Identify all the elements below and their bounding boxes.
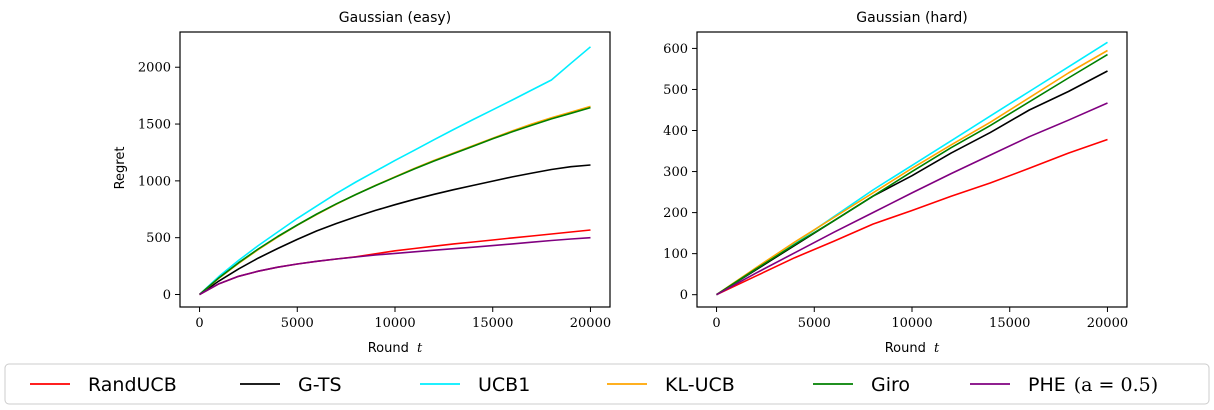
x-tick-label: 15000 (989, 316, 1030, 331)
legend-label-text: RandUCB (88, 374, 177, 396)
y-tick-label: 600 (663, 42, 688, 57)
series-line-g-ts (716, 70, 1108, 296)
y-axis-label: Regret (113, 147, 128, 190)
series-group (716, 41, 1108, 296)
y-tick-label: 2000 (138, 61, 171, 76)
series-line-kl-ucb (198, 105, 591, 296)
series-line-giro (716, 53, 1108, 296)
x-tick-label: 10000 (891, 316, 932, 331)
x-axis-label: Round t (368, 341, 423, 356)
series-line-phe-a-0-5 (199, 236, 591, 296)
y-tick-label: 500 (663, 83, 688, 98)
x-tick-label: 10000 (374, 316, 415, 331)
x-tick-label: 0 (195, 316, 203, 331)
series-line-kl-ucb (716, 49, 1108, 296)
chart-gaussian-easy: Gaussian (easy) Regret Round t 0 5000 1000… (113, 10, 611, 356)
legend-label: RandUCB (88, 374, 177, 396)
legend-label: Giro (871, 374, 910, 396)
legend: RandUCB G-TS UCB1 KL-UCB Giro PHE (a = 0.5) (4, 363, 1210, 405)
legend-label-math: (a = 0.5) (1074, 374, 1158, 396)
x-tick-label: 15000 (472, 316, 513, 331)
series-line-phe-a-0-5 (716, 102, 1108, 296)
series-line-g-ts (199, 164, 591, 296)
y-tick-label: 400 (663, 124, 688, 139)
y-tick-label: 0 (680, 288, 688, 303)
y-tick-label: 300 (663, 165, 688, 180)
series-group (198, 46, 592, 296)
series-line-ucb1 (198, 46, 592, 296)
x-tick-label: 5000 (281, 316, 314, 331)
legend-label: PHE (a = 0.5) (1028, 374, 1158, 396)
x-axis-label-var: t (417, 341, 423, 356)
legend-label-text: PHE (1028, 374, 1066, 396)
legend-label-text: KL-UCB (665, 374, 735, 396)
x-axis-label-text: Round (885, 341, 926, 356)
legend-label-text: UCB1 (478, 374, 530, 396)
x-axis-label-var: t (934, 341, 940, 356)
legend-label: KL-UCB (665, 374, 735, 396)
legend-label-text: Giro (871, 374, 910, 396)
legend-label: G-TS (298, 374, 342, 396)
y-tick-label: 500 (146, 231, 171, 246)
plot-frame (179, 31, 611, 308)
legend-label-text: G-TS (298, 374, 342, 396)
x-axis-label: Round t (885, 341, 940, 356)
x-tick-label: 5000 (798, 316, 831, 331)
y-tick-label: 200 (663, 206, 688, 221)
x-tick-label: 20000 (1087, 316, 1128, 331)
series-line-randucb (199, 229, 591, 296)
series-line-randucb (716, 138, 1108, 296)
y-tick-label: 100 (663, 247, 688, 262)
x-axis-label-text: Round (368, 341, 409, 356)
legend-label: UCB1 (478, 374, 530, 396)
x-tick-label: 20000 (570, 316, 611, 331)
chart-title: Gaussian (hard) (856, 10, 967, 26)
chart-title: Gaussian (easy) (339, 10, 451, 26)
series-line-giro (198, 106, 591, 296)
y-tick-label: 0 (163, 288, 171, 303)
plot-frame (696, 31, 1128, 308)
x-tick-label: 0 (712, 316, 720, 331)
y-tick-label: 1000 (138, 174, 171, 189)
y-tick-label: 1500 (138, 118, 171, 133)
chart-gaussian-hard: Gaussian (hard) Round t 0 5000 10000 15000 2… (663, 10, 1128, 356)
